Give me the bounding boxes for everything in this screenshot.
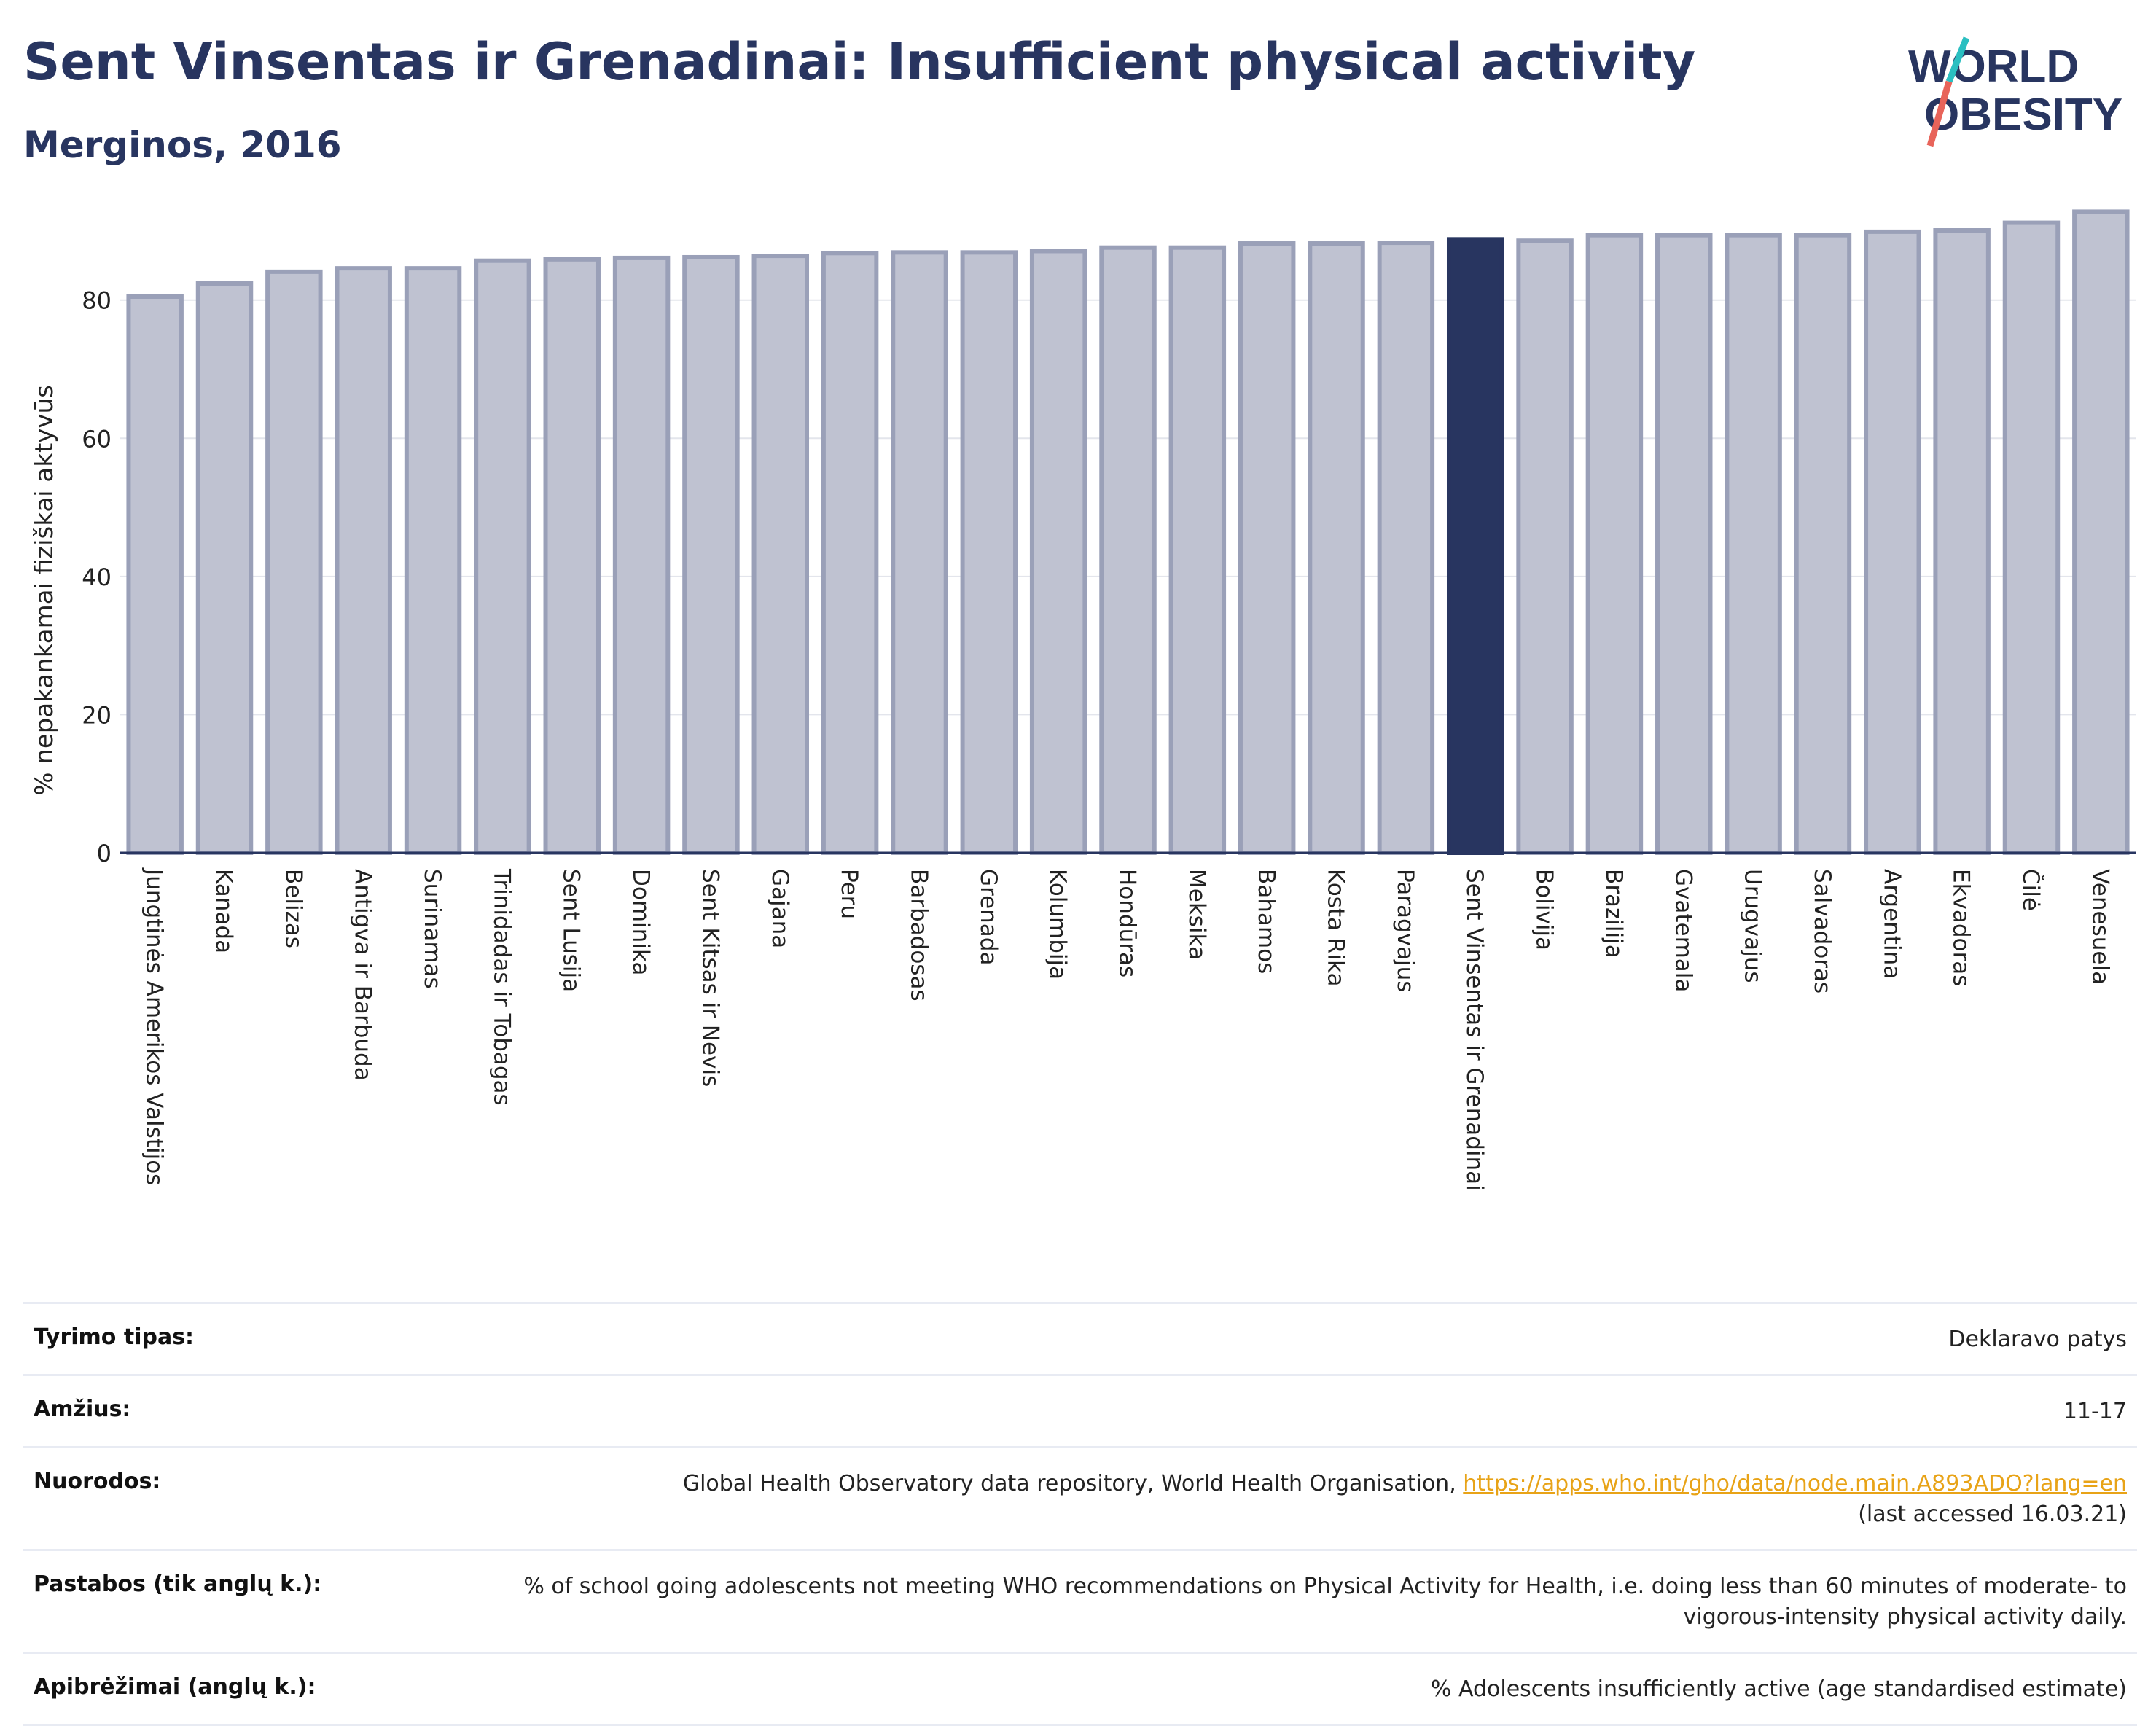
logo-line2: OBESITY [1924,90,2122,140]
bar [960,250,1018,856]
logo-slash-top [1945,36,1970,83]
x-tick-label: Sent Lusija [558,869,585,992]
x-tick-label: Čilė [2018,869,2044,911]
meta-value: % Adolescents insufficiently active (age… [1430,1676,2127,1702]
bar [1168,245,1227,855]
x-tick-label: Kosta Rika [1323,869,1349,986]
bar [2002,220,2061,856]
meta-row-references: Nuorodos: Global Health Observatory data… [23,1446,2137,1549]
y-tick-label: 60 [82,425,112,453]
bar [474,258,531,855]
bar [1794,233,1852,855]
bar [2072,209,2130,855]
meta-value: Deklaravo patys [1948,1327,2127,1352]
bar [821,251,879,856]
reference-accessed: (last accessed 16.03.21) [1858,1502,2127,1527]
meta-value: 11-17 [2063,1399,2127,1424]
bar [335,266,392,855]
bar [543,257,601,855]
x-tick-label: Brazilija [1601,869,1627,958]
x-tick-label: Jungtinės Amerikos Valstijos [141,867,168,1185]
chart-subtitle: Merginos, 2016 [23,124,342,166]
bar [891,250,948,856]
reference-text: Global Health Observatory data repositor… [682,1471,1464,1496]
x-tick-label: Bahamos [1253,869,1279,974]
x-tick-label: Antigva ir Barbuda [350,869,376,1081]
bar [1238,241,1296,855]
bar [1864,229,1921,855]
x-tick-label: Trinidadas ir Tobagas [488,868,515,1106]
x-tick-label: Dominika [628,869,654,975]
bar [404,266,462,855]
meta-row-survey-type: Tyrimo tipas: Deklaravo patys [23,1302,2137,1374]
x-tick-label: Bolivija [1531,869,1558,950]
x-tick-label: Salvadoras [1809,869,1835,993]
bar-highlighted [1446,237,1504,855]
bar [1516,238,1574,855]
meta-label: Tyrimo tipas: [34,1324,195,1350]
x-tick-label: Kolumbija [1044,869,1071,980]
x-tick-label: Kanada [211,869,237,953]
x-tick-label: Barbadosas [905,869,931,1001]
bar [682,254,740,855]
bar-chart: 0 20 40 60 80 Jungtinės Amerikos Valstijos Kan… [30,209,2136,1191]
x-tick-label: Ekvadoras [1948,869,1975,986]
x-tick-label: Meksika [1184,869,1210,960]
metadata-table: Tyrimo tipas: Deklaravo patys Amžius: 11… [23,1302,2137,1726]
x-tick-label: Belizas [280,869,306,948]
x-tick-label: Venesuela [2087,869,2113,985]
bar [265,269,323,856]
y-tick-label: 80 [82,287,112,315]
x-tick-label: Sent Vinsentas ir Grenadinai [1461,869,1488,1191]
x-tick-label: Gajana [767,869,793,948]
y-tick-label: 20 [82,701,112,729]
bars-layer [126,209,2130,856]
x-tick-label: Argentina [1878,869,1905,979]
chart-title: Sent Vinsentas ir Grenadinai: Insufficie… [23,32,1696,92]
y-axis-label: % nepakankamai fiziškai aktyvūs [30,385,59,796]
bar [1099,245,1157,855]
x-tick-label: Paragvajus [1392,869,1418,992]
axis-layer: 0 20 40 60 80 Jungtinės Amerikos Valstijos Kan… [82,287,2136,1191]
x-tick-label: Grenada [975,869,1001,965]
x-tick-label: Hondūras [1114,869,1141,977]
y-tick-label: 0 [97,840,112,867]
meta-label: Apibrėžimai (anglų k.): [34,1674,316,1700]
meta-value: % of school going adolescents not meetin… [523,1574,2127,1630]
meta-row-notes: Pastabos (tik anglų k.): % of school goi… [23,1549,2137,1652]
meta-label: Pastabos (tik anglų k.): [34,1571,322,1597]
logo-slash-bottom [1926,80,1953,147]
bar [1933,228,1991,856]
meta-row-definitions: Apibrėžimai (anglų k.): % Adolescents in… [23,1652,2137,1726]
bar [195,281,254,855]
bar [1377,241,1435,855]
bar [1655,233,1713,855]
x-tick-label: Sent Kitsas ir Nevis [697,869,723,1087]
bar [1725,233,1782,855]
reference-link[interactable]: https://apps.who.int/gho/data/node.main.… [1463,1471,2127,1496]
meta-label: Nuorodos: [34,1469,161,1494]
meta-value: Global Health Observatory data repositor… [683,1469,2127,1530]
logo-line1: WORLD [1908,42,2079,92]
x-tick-label: Gvatemala [1670,869,1696,992]
world-obesity-logo: WORLD OBESITY [1908,36,2122,147]
bar [1585,233,1644,855]
x-tick-label: Urugvajus [1740,869,1766,983]
bar [126,294,184,855]
meta-label: Amžius: [34,1397,131,1422]
meta-row-age: Amžius: 11-17 [23,1374,2137,1446]
bar [751,254,810,855]
bar [1029,249,1087,855]
y-tick-label: 40 [82,563,112,591]
bar [1308,241,1365,855]
bar [612,255,671,855]
x-tick-label: Peru [836,869,862,919]
x-tick-label: Surinamas [419,869,445,989]
